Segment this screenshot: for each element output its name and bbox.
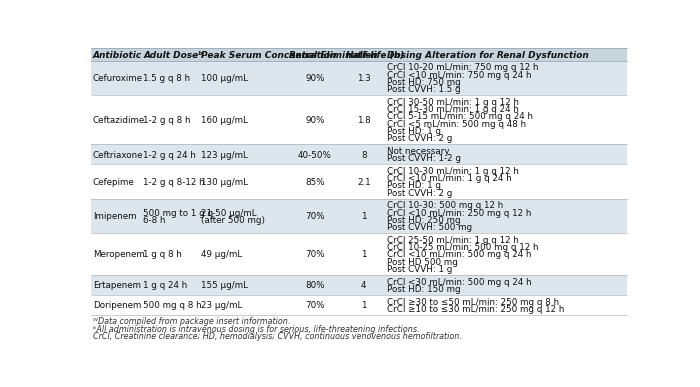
- Bar: [90, 199, 627, 233]
- Text: 1-2 g q 8 h: 1-2 g q 8 h: [144, 116, 191, 125]
- Text: Post HD: 1 g: Post HD: 1 g: [387, 182, 441, 190]
- Text: CrCl 10-30: 500 mg q 12 h: CrCl 10-30: 500 mg q 12 h: [387, 201, 503, 211]
- Text: Doripenem: Doripenem: [93, 301, 141, 310]
- Text: Post CVVH: 1 g: Post CVVH: 1 g: [387, 265, 452, 274]
- Bar: [90, 275, 627, 295]
- Text: 80%: 80%: [305, 281, 325, 290]
- Text: Post CVVH: 2 g: Post CVVH: 2 g: [387, 134, 452, 143]
- Text: Not necessary: Not necessary: [387, 147, 449, 156]
- Text: CrCl 25-50 mL/min: 1 g q 12 h: CrCl 25-50 mL/min: 1 g q 12 h: [387, 236, 519, 245]
- Text: 1: 1: [361, 301, 367, 310]
- Text: Post HD: 750 mg: Post HD: 750 mg: [387, 78, 461, 87]
- Text: Adult Doseᵇ: Adult Doseᵇ: [144, 51, 203, 60]
- Text: 1-2 g q 24 h: 1-2 g q 24 h: [144, 151, 196, 159]
- Text: 40-50%: 40-50%: [298, 151, 332, 159]
- Text: 90%: 90%: [305, 74, 325, 83]
- Text: 85%: 85%: [305, 178, 325, 187]
- Text: (after 500 mg): (after 500 mg): [201, 216, 265, 225]
- Text: 23 μg/mL: 23 μg/mL: [201, 301, 242, 310]
- Text: CrCl <10 mL/min: 500 mg q 24 h: CrCl <10 mL/min: 500 mg q 24 h: [387, 250, 531, 259]
- Text: 123 μg/mL: 123 μg/mL: [201, 151, 248, 159]
- Text: 1: 1: [361, 250, 367, 259]
- Text: CrCl 30-50 mL/min: 1 g q 12 h: CrCl 30-50 mL/min: 1 g q 12 h: [387, 98, 519, 107]
- Text: Peak Serum Concentration: Peak Serum Concentration: [201, 51, 336, 60]
- Text: 6-8 h: 6-8 h: [144, 216, 166, 225]
- Text: 160 μg/mL: 160 μg/mL: [201, 116, 248, 125]
- Text: Cefuroxime: Cefuroxime: [93, 74, 143, 83]
- Text: ᵇAll administration is intravenous dosing is for serious, life-threatening infec: ᵇAll administration is intravenous dosin…: [93, 325, 419, 334]
- Text: 2.1: 2.1: [357, 178, 371, 187]
- Bar: [90, 233, 627, 275]
- Bar: [90, 48, 627, 61]
- Text: 1.3: 1.3: [357, 74, 371, 83]
- Text: 8: 8: [361, 151, 367, 159]
- Text: Ceftazidime: Ceftazidime: [93, 116, 145, 125]
- Text: 1: 1: [361, 212, 367, 221]
- Text: CrCl ≥10 to ≤30 mL/min: 250 mg q 12 h: CrCl ≥10 to ≤30 mL/min: 250 mg q 12 h: [387, 305, 564, 314]
- Text: CrCl ≥30 to ≤50 mL/min: 250 mg q 8 h: CrCl ≥30 to ≤50 mL/min: 250 mg q 8 h: [387, 298, 559, 307]
- Text: 500 mg q 8 h: 500 mg q 8 h: [144, 301, 202, 310]
- Text: 500 mg to 1 g q: 500 mg to 1 g q: [144, 209, 214, 217]
- Text: CrCl 10-20 mL/min: 750 mg q 12 h: CrCl 10-20 mL/min: 750 mg q 12 h: [387, 63, 538, 72]
- Text: Half-life (h): Half-life (h): [346, 51, 404, 60]
- Text: Post HD: 150 mg: Post HD: 150 mg: [387, 285, 461, 294]
- Text: CrCl <5 mL/min: 500 mg q 48 h: CrCl <5 mL/min: 500 mg q 48 h: [387, 120, 526, 129]
- Text: 4: 4: [361, 281, 367, 290]
- Text: Ceftriaxone: Ceftriaxone: [93, 151, 144, 159]
- Text: 90%: 90%: [305, 116, 325, 125]
- Text: 100 μg/mL: 100 μg/mL: [201, 74, 248, 83]
- Bar: [90, 295, 627, 315]
- Text: 49 μg/mL: 49 μg/mL: [201, 250, 242, 259]
- Text: CrCl 15-30 mL/min: 1 g q 24 h: CrCl 15-30 mL/min: 1 g q 24 h: [387, 105, 519, 114]
- Bar: [90, 61, 627, 95]
- Text: 1.8: 1.8: [357, 116, 371, 125]
- Bar: [90, 144, 627, 164]
- Text: Renal Elimination: Renal Elimination: [289, 51, 378, 60]
- Text: 21-50 μg/mL: 21-50 μg/mL: [201, 209, 256, 217]
- Text: Ertapenem: Ertapenem: [93, 281, 141, 290]
- Text: Meropenem: Meropenem: [93, 250, 145, 259]
- Text: Post CVVH: 1-2 g: Post CVVH: 1-2 g: [387, 154, 461, 163]
- Text: Dosing Alteration for Renal Dysfunction: Dosing Alteration for Renal Dysfunction: [387, 51, 589, 60]
- Text: CrCl <10 mL/min: 1 g q 24 h: CrCl <10 mL/min: 1 g q 24 h: [387, 174, 512, 183]
- Text: CrCl 10-30 mL/min: 1 g q 12 h: CrCl 10-30 mL/min: 1 g q 12 h: [387, 167, 519, 176]
- Text: 1 g q 24 h: 1 g q 24 h: [144, 281, 188, 290]
- Text: 70%: 70%: [305, 212, 325, 221]
- Text: 155 μg/mL: 155 μg/mL: [201, 281, 248, 290]
- Text: CrCl <10 mL/min: 250 mg q 12 h: CrCl <10 mL/min: 250 mg q 12 h: [387, 209, 531, 217]
- Text: 1 g q 8 h: 1 g q 8 h: [144, 250, 182, 259]
- Text: 70%: 70%: [305, 301, 325, 310]
- Bar: [90, 164, 627, 199]
- Text: Post CVVH: 500 mg: Post CVVH: 500 mg: [387, 223, 472, 232]
- Text: CrCl 10-25 mL/min: 500 mg q 12 h: CrCl 10-25 mL/min: 500 mg q 12 h: [387, 243, 538, 252]
- Text: Antibiotic: Antibiotic: [93, 51, 142, 60]
- Text: Cefepime: Cefepime: [93, 178, 134, 187]
- Text: CrCl <10 mL/min: 750 mg q 24 h: CrCl <10 mL/min: 750 mg q 24 h: [387, 70, 531, 80]
- Text: 70%: 70%: [305, 250, 325, 259]
- Text: Post CVVH: 2 g: Post CVVH: 2 g: [387, 189, 452, 198]
- Text: ᵂData compiled from package insert information.: ᵂData compiled from package insert infor…: [93, 317, 290, 326]
- Bar: [90, 95, 627, 144]
- Text: Post HD 500 mg: Post HD 500 mg: [387, 258, 458, 267]
- Text: Post HD: 1 g: Post HD: 1 g: [387, 127, 441, 136]
- Text: CrCl <30 mL/min: 500 mg q 24 h: CrCl <30 mL/min: 500 mg q 24 h: [387, 278, 531, 287]
- Text: Post CVVH: 1.5 g: Post CVVH: 1.5 g: [387, 85, 461, 94]
- Text: Imipenem: Imipenem: [93, 212, 136, 221]
- Text: CrCl, Creatinine clearance; HD, hemodialysis; CVVH, continuous venovenous hemofi: CrCl, Creatinine clearance; HD, hemodial…: [93, 332, 462, 341]
- Text: Post HD: 250 mg: Post HD: 250 mg: [387, 216, 461, 225]
- Text: 1.5 g q 8 h: 1.5 g q 8 h: [144, 74, 190, 83]
- Text: 130 μg/mL: 130 μg/mL: [201, 178, 248, 187]
- Text: 1-2 g q 8-12 h: 1-2 g q 8-12 h: [144, 178, 205, 187]
- Text: CrCl 5-15 mL/min: 500 mg q 24 h: CrCl 5-15 mL/min: 500 mg q 24 h: [387, 112, 533, 122]
